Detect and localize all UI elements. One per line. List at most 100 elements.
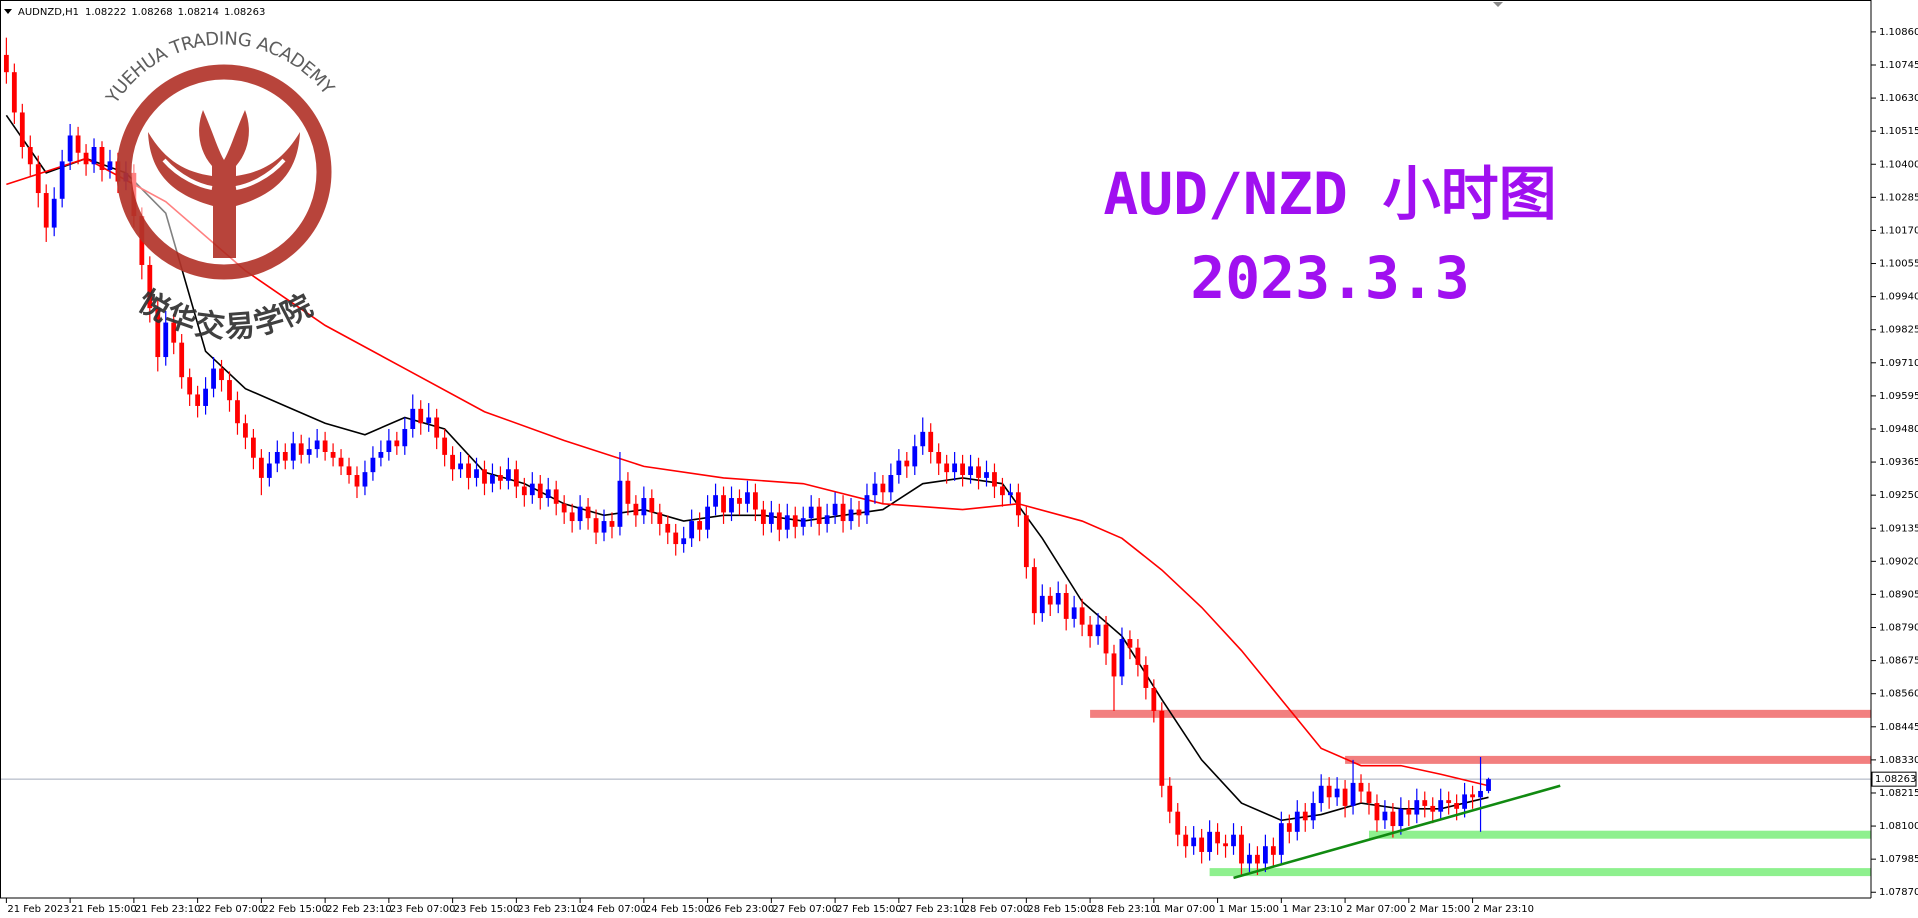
candle-body xyxy=(282,452,288,461)
candle-body xyxy=(705,506,711,530)
candle-body xyxy=(362,472,368,487)
price-zone xyxy=(1368,830,1871,839)
candle-body xyxy=(1446,800,1452,804)
candle-body xyxy=(418,408,424,424)
y-tick-label: 1.08675 xyxy=(1879,656,1918,667)
price-zone xyxy=(1090,709,1871,718)
chart-subtitle: 2023.3.3 xyxy=(1190,244,1469,312)
candle-body xyxy=(1342,788,1348,806)
x-tick-label: 27 Feb 15:00 xyxy=(836,904,902,915)
candle-body xyxy=(1239,834,1244,864)
current-price-label: 1.08263 xyxy=(1875,774,1916,785)
candle-body xyxy=(1398,808,1404,827)
candle-body xyxy=(1183,834,1189,847)
candle-body xyxy=(1414,800,1420,815)
candle-body xyxy=(219,368,224,381)
candle-body xyxy=(1159,710,1165,786)
candle-body xyxy=(458,463,463,470)
candle-body xyxy=(912,446,918,467)
candle-body xyxy=(816,506,822,524)
x-tick-label: 21 Feb 2023 xyxy=(7,904,69,915)
shift-marker[interactable] xyxy=(1493,2,1503,7)
candle-body xyxy=(1087,624,1093,637)
candle-body xyxy=(561,503,567,513)
candle-body xyxy=(1247,854,1252,864)
candle-body xyxy=(928,431,934,452)
candle-body xyxy=(211,368,216,389)
candle-body xyxy=(1406,808,1412,815)
candle-body xyxy=(1334,788,1340,798)
candle-body xyxy=(1111,653,1117,677)
header-close: 1.08263 xyxy=(224,7,265,18)
candle-body xyxy=(1262,846,1268,864)
y-tick-label: 1.10285 xyxy=(1879,192,1918,203)
candle-body xyxy=(410,408,416,429)
x-tick-label: 1 Mar 15:00 xyxy=(1219,904,1279,915)
candle-body xyxy=(984,472,989,478)
candle-body xyxy=(1255,854,1260,864)
y-tick-label: 1.09020 xyxy=(1879,556,1918,567)
candle-body xyxy=(466,463,471,478)
candle-body xyxy=(1119,639,1125,677)
candle-body xyxy=(107,161,113,171)
candle-body xyxy=(258,457,264,478)
moving-average xyxy=(6,157,1489,787)
candle-body xyxy=(91,146,97,165)
candle-body xyxy=(808,506,814,519)
x-tick-label: 22 Feb 15:00 xyxy=(262,904,328,915)
candle-body xyxy=(51,198,57,228)
candle-body xyxy=(601,521,607,533)
candle-body xyxy=(266,463,272,478)
candle-body xyxy=(330,452,336,458)
candle-body xyxy=(290,443,296,461)
y-tick-label: 1.10745 xyxy=(1879,60,1918,71)
candle-body xyxy=(1135,647,1141,665)
x-tick-label: 2 Mar 23:10 xyxy=(1474,904,1534,915)
candle-body xyxy=(1422,800,1428,806)
candle-body xyxy=(1015,492,1021,516)
candle-body xyxy=(99,146,105,171)
candle-body xyxy=(1438,800,1444,812)
candle-body xyxy=(784,515,790,530)
menu-arrow[interactable] xyxy=(4,9,12,14)
candle-body xyxy=(434,417,440,438)
candle-body xyxy=(713,495,718,507)
candle-body xyxy=(513,469,519,487)
y-tick-label: 1.10170 xyxy=(1879,225,1918,236)
candle-body xyxy=(195,394,201,406)
current-price-box xyxy=(1871,771,1917,787)
y-tick-label: 1.09940 xyxy=(1879,292,1918,303)
candle-body xyxy=(577,506,583,522)
symbol-header: AUDNZD,H1 1.08222 1.08268 1.08214 1.08263 xyxy=(18,7,265,18)
candle-body xyxy=(1470,794,1475,798)
candle-body xyxy=(1127,639,1133,648)
candle-body xyxy=(1310,803,1316,821)
candle-body xyxy=(1151,687,1157,711)
candle-body xyxy=(776,512,782,530)
candle-body xyxy=(976,466,981,478)
candle-body xyxy=(83,152,89,165)
x-tick-label: 28 Feb 07:00 xyxy=(964,904,1030,915)
x-tick-label: 21 Feb 23:10 xyxy=(135,904,201,915)
candle-body xyxy=(800,518,806,527)
y-tick-label: 1.10055 xyxy=(1879,259,1918,270)
candle-body xyxy=(243,423,248,438)
x-tick-label: 23 Feb 07:00 xyxy=(390,904,456,915)
candle-body xyxy=(155,308,161,358)
y-tick-label: 1.07870 xyxy=(1879,887,1918,898)
candle-body xyxy=(482,469,487,484)
y-tick-label: 1.10400 xyxy=(1879,159,1918,170)
y-tick-label: 1.08905 xyxy=(1879,589,1918,600)
candle-body xyxy=(1231,834,1236,847)
candle-body xyxy=(1390,811,1396,827)
candle-body xyxy=(35,164,41,194)
candle-body xyxy=(904,460,910,467)
moving-average xyxy=(5,114,1489,822)
candle-body xyxy=(737,498,742,504)
candle-body xyxy=(306,449,312,455)
candle-body xyxy=(298,443,304,455)
y-tick-label: 1.09710 xyxy=(1879,358,1918,369)
candle-body xyxy=(768,512,774,524)
candle-body xyxy=(1103,624,1109,654)
